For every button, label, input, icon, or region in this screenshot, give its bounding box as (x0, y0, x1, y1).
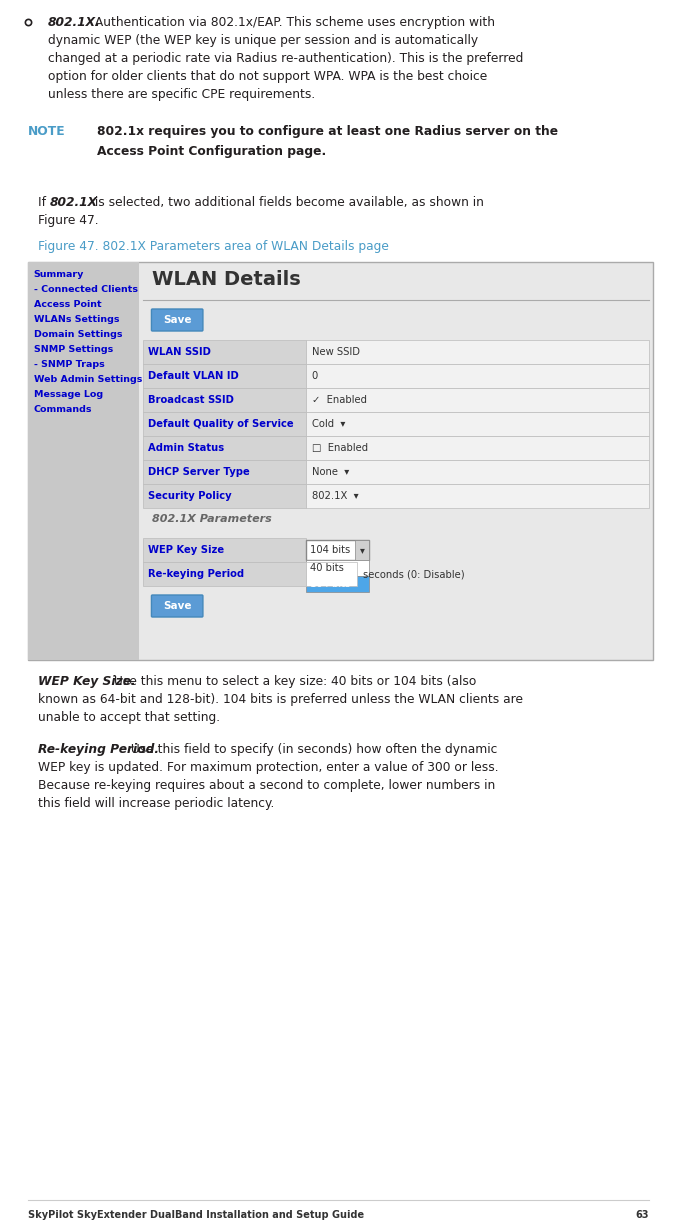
Text: Use this menu to select a key size: 40 bits or 104 bits (also: Use this menu to select a key size: 40 b… (110, 676, 476, 688)
Text: ✓  Enabled: ✓ Enabled (312, 395, 367, 405)
Bar (306, 562, 357, 586)
FancyBboxPatch shape (151, 595, 203, 617)
Text: unable to accept that setting.: unable to accept that setting. (38, 711, 220, 725)
Bar (142, 460, 306, 484)
Text: Cold  ▾: Cold ▾ (312, 419, 345, 429)
Text: Figure 47.: Figure 47. (38, 215, 98, 227)
Bar (142, 387, 306, 412)
Text: Use this field to specify (in seconds) how often the dynamic: Use this field to specify (in seconds) h… (122, 743, 497, 756)
Text: - SNMP Traps: - SNMP Traps (34, 360, 105, 369)
Text: If: If (38, 196, 49, 208)
Bar (142, 538, 306, 562)
Text: □  Enabled: □ Enabled (312, 443, 368, 452)
Text: Figure 47. 802.1X Parameters area of WLAN Details page: Figure 47. 802.1X Parameters area of WLA… (38, 240, 389, 253)
Text: Save: Save (163, 601, 192, 611)
Text: Default VLAN ID: Default VLAN ID (148, 371, 239, 381)
Bar (306, 484, 649, 508)
Text: New SSID: New SSID (312, 347, 360, 357)
Text: WLANs Settings: WLANs Settings (34, 315, 119, 324)
Text: Message Log: Message Log (34, 390, 103, 398)
Bar (142, 436, 306, 460)
Text: Web Admin Settings: Web Admin Settings (34, 375, 142, 384)
Text: WEP key is updated. For maximum protection, enter a value of 300 or less.: WEP key is updated. For maximum protecti… (38, 761, 498, 774)
Text: Authentication via 802.1x/EAP. This scheme uses encryption with: Authentication via 802.1x/EAP. This sche… (91, 16, 495, 29)
Text: Save: Save (163, 315, 192, 325)
Text: 802.1X: 802.1X (49, 196, 98, 208)
Bar (306, 412, 649, 436)
Text: 802.1X.: 802.1X. (47, 16, 101, 29)
Text: Re-keying Period: Re-keying Period (148, 569, 245, 579)
Bar (142, 364, 306, 387)
Text: DHCP Server Type: DHCP Server Type (148, 467, 250, 477)
Text: seconds (0: Disable): seconds (0: Disable) (363, 569, 465, 579)
Text: 802.1x requires you to configure at least one Radius server on the: 802.1x requires you to configure at leas… (97, 125, 558, 139)
Bar (306, 460, 649, 484)
Text: 802.1X  ▾: 802.1X ▾ (312, 490, 358, 501)
Text: 0: 0 (312, 371, 318, 381)
Bar (356, 539, 369, 560)
Text: option for older clients that do not support WPA. WPA is the best choice: option for older clients that do not sup… (47, 70, 487, 83)
Text: ▾: ▾ (360, 546, 365, 555)
Text: Commands: Commands (34, 405, 92, 414)
Text: WEP Key Size.: WEP Key Size. (38, 676, 135, 688)
Text: NOTE: NOTE (28, 125, 66, 139)
Text: 104 bits: 104 bits (310, 546, 350, 555)
Bar (306, 364, 649, 387)
Text: - Connected Clients: - Connected Clients (34, 284, 137, 294)
Text: Domain Settings: Domain Settings (34, 330, 122, 340)
Bar (142, 412, 306, 436)
Bar (306, 560, 369, 576)
Text: 802.1X Parameters: 802.1X Parameters (153, 514, 272, 524)
Bar (306, 436, 649, 460)
Text: SNMP Settings: SNMP Settings (34, 345, 113, 354)
Text: unless there are specific CPE requirements.: unless there are specific CPE requiremen… (47, 88, 315, 101)
Text: Broadcast SSID: Broadcast SSID (148, 395, 235, 405)
Text: Default Quality of Service: Default Quality of Service (148, 419, 294, 429)
Text: Re-keying Period.: Re-keying Period. (38, 743, 159, 756)
Text: changed at a periodic rate via Radius re-authentication). This is the preferred: changed at a periodic rate via Radius re… (47, 51, 523, 65)
Text: Security Policy: Security Policy (148, 490, 232, 501)
FancyBboxPatch shape (151, 309, 203, 331)
Text: this field will increase periodic latency.: this field will increase periodic latenc… (38, 797, 274, 810)
Text: dynamic WEP (the WEP key is unique per session and is automatically: dynamic WEP (the WEP key is unique per s… (47, 34, 477, 47)
Text: Summary: Summary (34, 270, 84, 280)
Text: Access Point Configuration page.: Access Point Configuration page. (97, 145, 326, 158)
Text: 104 bits: 104 bits (310, 579, 350, 588)
Text: 63: 63 (636, 1210, 649, 1220)
Bar (306, 576, 369, 592)
Text: known as 64-bit and 128-bit). 104 bits is preferred unless the WLAN clients are: known as 64-bit and 128-bit). 104 bits i… (38, 693, 523, 706)
Text: Access Point: Access Point (34, 300, 101, 309)
Bar (306, 387, 649, 412)
Text: WEP Key Size: WEP Key Size (148, 546, 224, 555)
Text: None  ▾: None ▾ (312, 467, 349, 477)
Bar (28, 262, 139, 660)
Bar (306, 340, 649, 364)
Text: WLAN SSID: WLAN SSID (148, 347, 211, 357)
Text: Admin Status: Admin Status (148, 443, 224, 452)
Bar (142, 340, 306, 364)
Bar (28, 262, 653, 660)
Bar (142, 562, 306, 586)
Text: SkyPilot SkyExtender DualBand Installation and Setup Guide: SkyPilot SkyExtender DualBand Installati… (28, 1210, 364, 1220)
Text: Because re-keying requires about a second to complete, lower numbers in: Because re-keying requires about a secon… (38, 779, 495, 792)
Text: WLAN Details: WLAN Details (153, 270, 301, 289)
Text: 40 bits: 40 bits (310, 563, 343, 573)
Bar (306, 539, 369, 560)
Text: is selected, two additional fields become available, as shown in: is selected, two additional fields becom… (91, 196, 484, 208)
Bar (142, 484, 306, 508)
